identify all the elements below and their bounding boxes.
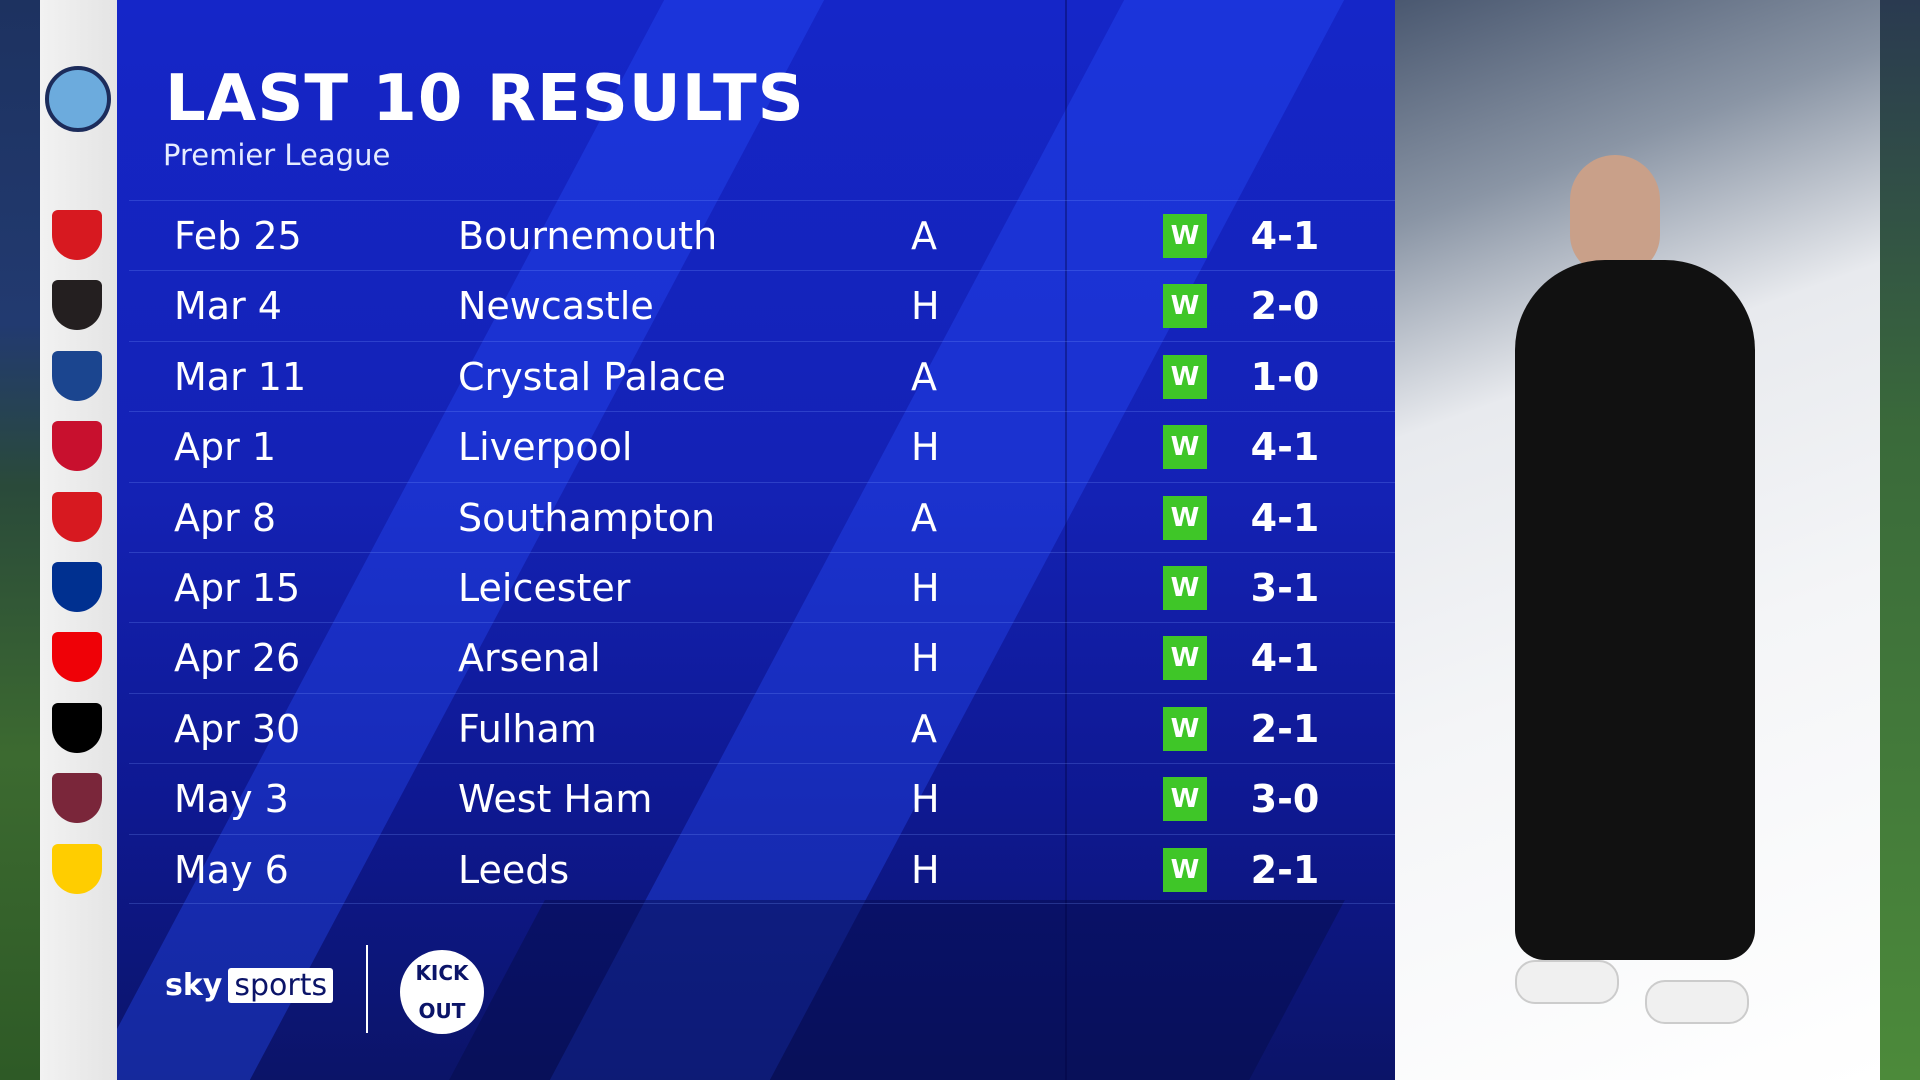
opponent-name: Southampton xyxy=(458,495,716,540)
score: 4-1 xyxy=(1250,425,1320,470)
result-badge: W xyxy=(1163,636,1207,681)
result-badge: W xyxy=(1163,214,1207,258)
match-date: May 6 xyxy=(174,847,289,892)
score: 2-1 xyxy=(1250,706,1320,751)
result-row: Apr 15 Leicester H W 3-1 xyxy=(129,551,1395,622)
result-row: May 6 Leeds H W 2-1 xyxy=(129,833,1395,904)
venue: H xyxy=(911,284,940,329)
opponent-crest-icon xyxy=(52,421,102,472)
opponent-crest-icon xyxy=(52,702,102,753)
result-badge: W xyxy=(1163,425,1207,470)
result-row: Apr 26 Arsenal H W 4-1 xyxy=(129,622,1395,692)
crest-column xyxy=(40,0,117,1080)
opponent-crest-icon xyxy=(52,632,102,683)
opponent-crest-icon xyxy=(52,491,102,542)
opponent-crest-icon xyxy=(52,562,102,612)
match-date: Feb 25 xyxy=(174,214,302,258)
sports-wordmark: sports xyxy=(228,968,334,1003)
score: 3-1 xyxy=(1250,565,1320,610)
results-panel: LAST 10 RESULTS Premier League Feb 25 Bou… xyxy=(117,0,1395,1080)
result-badge: W xyxy=(1163,847,1207,892)
opponent-name: Leeds xyxy=(458,847,570,892)
column-divider xyxy=(1065,0,1067,1080)
opponent-crest-icon xyxy=(52,280,102,331)
stadium-background-left xyxy=(0,0,40,1080)
person-head xyxy=(1570,155,1660,275)
score: 2-1 xyxy=(1250,847,1320,892)
page-title: LAST 10 RESULTS xyxy=(165,62,805,136)
match-date: May 3 xyxy=(174,777,289,822)
person-body xyxy=(1515,260,1755,960)
venue: H xyxy=(911,636,940,681)
match-date: Apr 15 xyxy=(174,565,301,610)
opponent-name: Liverpool xyxy=(458,425,633,470)
result-row: Feb 25 Bournemouth A W 4-1 xyxy=(129,200,1395,270)
match-date: Apr 8 xyxy=(174,495,276,540)
score: 2-0 xyxy=(1250,284,1320,329)
venue: H xyxy=(911,777,940,822)
manchester-city-crest-icon xyxy=(45,66,111,132)
score: 3-0 xyxy=(1250,777,1320,822)
opponent-name: Leicester xyxy=(458,565,631,610)
match-date: Apr 30 xyxy=(174,706,301,751)
competition-subtitle: Premier League xyxy=(163,138,391,172)
result-badge: W xyxy=(1163,354,1207,399)
result-badge: W xyxy=(1163,495,1207,540)
venue: A xyxy=(911,354,937,399)
score: 1-0 xyxy=(1250,354,1320,399)
venue: A xyxy=(911,214,937,258)
opponent-name: Bournemouth xyxy=(458,214,718,258)
result-row: Mar 11 Crystal Palace A W 1-0 xyxy=(129,340,1395,411)
result-badge: W xyxy=(1163,565,1207,610)
shoe-right xyxy=(1645,980,1749,1024)
venue: A xyxy=(911,706,937,751)
result-row: Apr 8 Southampton A W 4-1 xyxy=(129,481,1395,552)
result-badge: W xyxy=(1163,777,1207,822)
score: 4-1 xyxy=(1250,636,1320,681)
kick-it-out-logo: KICK OUT xyxy=(400,950,484,1034)
opponent-crest-icon xyxy=(52,350,102,401)
opponent-name: Arsenal xyxy=(458,636,601,681)
venue: H xyxy=(911,847,940,892)
venue: H xyxy=(911,565,940,610)
opponent-crest-icon xyxy=(52,210,102,260)
stadium-background-right xyxy=(1880,0,1920,1080)
opponent-crest-icon xyxy=(52,843,102,894)
venue: H xyxy=(911,425,940,470)
score: 4-1 xyxy=(1250,495,1320,540)
score: 4-1 xyxy=(1250,214,1320,258)
sky-sports-logo: sky sports xyxy=(165,968,334,1003)
sky-wordmark: sky xyxy=(165,968,223,1003)
match-date: Apr 26 xyxy=(174,636,301,681)
manager-photo xyxy=(1395,0,1880,1080)
result-badge: W xyxy=(1163,284,1207,329)
results-table: Feb 25 Bournemouth A W 4-1 Mar 4 Newcastle H W 2-… xyxy=(129,200,1395,904)
opponent-name: Crystal Palace xyxy=(458,354,726,399)
footer-logos: sky sports KICK OUT xyxy=(165,940,495,1040)
result-row: Mar 4 Newcastle H W 2-0 xyxy=(129,270,1395,340)
opponent-crest-icon xyxy=(52,773,102,824)
opponent-name: Newcastle xyxy=(458,284,654,329)
result-row: Apr 1 Liverpool H W 4-1 xyxy=(129,411,1395,481)
match-date: Mar 11 xyxy=(174,354,307,399)
venue: A xyxy=(911,495,937,540)
result-badge: W xyxy=(1163,706,1207,751)
opponent-name: Fulham xyxy=(458,706,597,751)
opponent-name: West Ham xyxy=(458,777,653,822)
match-date: Mar 4 xyxy=(174,284,282,329)
result-row: Apr 30 Fulham A W 2-1 xyxy=(129,692,1395,763)
logo-divider xyxy=(366,945,368,1033)
match-date: Apr 1 xyxy=(174,425,276,470)
result-row: May 3 West Ham H W 3-0 xyxy=(129,763,1395,833)
shoe-left xyxy=(1515,960,1619,1004)
background-stripe xyxy=(449,900,1345,1080)
